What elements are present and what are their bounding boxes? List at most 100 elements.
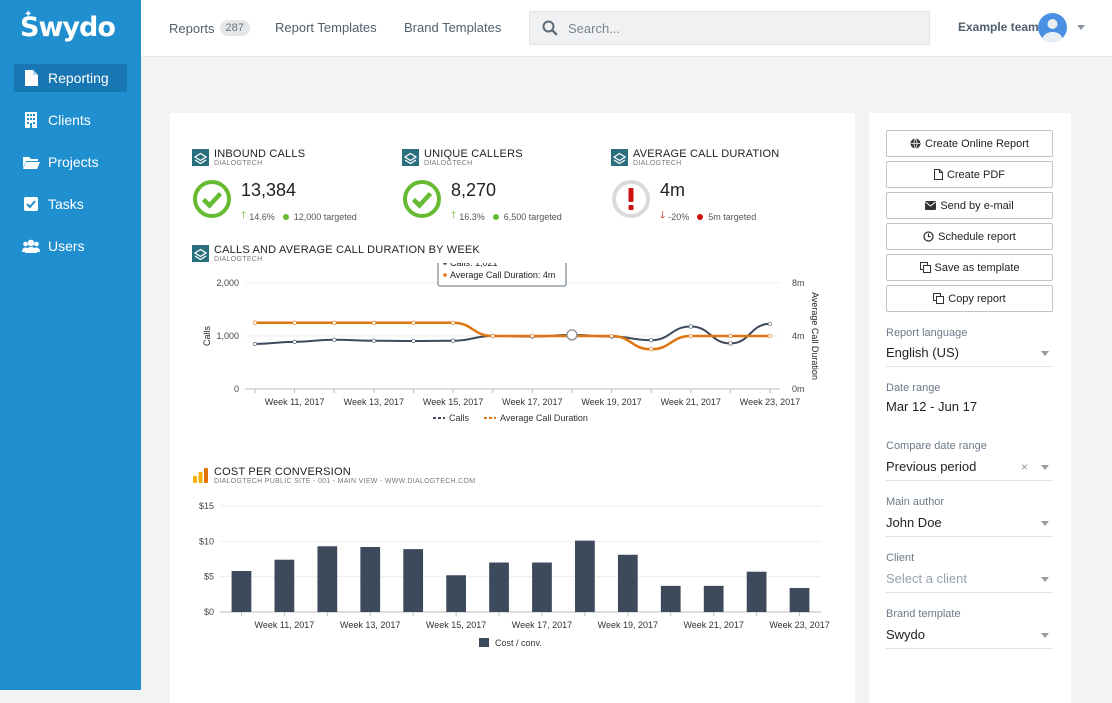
bar [360,546,381,612]
sidebar-item-reporting[interactable]: Reporting [14,64,127,92]
copy-report-button[interactable]: Copy report [886,285,1053,312]
bar [703,585,724,612]
series-point [649,338,654,343]
y-tick-label: $15 [199,501,214,511]
search-box [529,11,930,45]
save-as-template-button[interactable]: Save as template [886,254,1053,281]
check-circle-icon [193,180,231,218]
series-point [292,339,297,344]
metric-title: UNIQUE CALLERS [424,148,523,160]
dialogtech-icon [192,149,209,166]
schedule-report-button[interactable]: Schedule report [886,223,1053,250]
y-tick-label: $5 [204,572,214,582]
bar [789,587,810,612]
compare-range-select[interactable]: Previous period × [886,459,1053,481]
bar [317,546,338,612]
chevron-down-icon [1041,633,1049,638]
line-chart[interactable]: 0 1,000 2,000 0m 4m 8m Calls Average Call Durat… [170,263,855,438]
google-analytics-icon [193,468,208,483]
main-author-select[interactable]: John Doe [886,515,1053,537]
clear-icon[interactable]: × [1020,460,1028,474]
search-input[interactable] [568,20,908,36]
client-placeholder: Select a client [886,571,967,586]
sidebar: ✦ Swydo Reporting Clients Projects Tasks … [0,0,141,690]
arrow-up-icon: 🡑 [451,210,457,221]
tooltip-dot-calls [443,263,447,265]
metric-change: -20% [668,211,690,222]
line-chart-title: CALLS AND AVERAGE CALL DURATION BY WEEK [214,244,480,256]
button-label: Create Online Report [925,137,1029,150]
nav-brand-templates[interactable]: Brand Templates [404,20,502,35]
chevron-down-icon[interactable] [1077,25,1085,30]
metric-change: 16.3% [459,211,485,222]
sidebar-item-users[interactable]: Users [14,232,127,260]
sidebar-item-tasks[interactable]: Tasks [14,190,127,218]
metric-title: AVERAGE CALL DURATION [633,148,780,160]
metric-change-row: 🡓 -20% 5m targeted [660,208,756,225]
series-point [252,320,258,325]
file-icon [14,70,48,86]
check-circle-icon [403,180,441,218]
sidebar-item-label: Projects [48,154,99,170]
send-email-button[interactable]: Send by e-mail [886,192,1053,219]
nav-reports-label: Reports [169,20,215,36]
brand-template-select[interactable]: Swydo [886,627,1053,649]
bar-chart[interactable]: $0 $5 $10 $15 Week 11, 2017 Week 13, 2017 Week… [170,493,855,663]
swydo-logo[interactable]: ✦ Swydo [20,9,116,43]
sidebar-item-projects[interactable]: Projects [14,148,127,176]
logo-text: Swydo [20,12,116,43]
x-tick-label: Week 11, 2017 [255,620,315,630]
metric-value: 13,384 [241,180,297,200]
y2-tick-label: 4m [792,331,805,341]
avatar[interactable] [1038,13,1067,42]
date-range-field[interactable]: Mar 12 - Jun 17 [886,399,978,414]
legend-label-cost: Cost / conv. [495,638,542,648]
metric-value: 4m [660,180,686,200]
series-point [688,333,693,339]
bar-chart-source: DIALOGTECH PUBLIC SITE - 001 - MAIN VIEW… [214,478,476,485]
nav-report-templates[interactable]: Report Templates [275,20,377,35]
tooltip-dot-duration [443,273,447,277]
series-point [332,337,337,342]
sidebar-item-clients[interactable]: Clients [14,106,127,134]
metric-source: DIALOGTECH [424,160,473,167]
create-pdf-button[interactable]: Create PDF [886,161,1053,188]
globe-icon [910,138,921,149]
y2-tick-label: 0m [792,384,805,394]
nav-reports[interactable]: Reports 287 [169,20,250,36]
series-point [688,324,693,329]
dialogtech-icon [192,245,209,262]
date-range-label: Date range [886,382,941,394]
users-icon [14,239,48,253]
target-dot-icon [697,213,704,220]
sidebar-item-label: Clients [48,112,91,128]
series-point [450,320,456,325]
dialogtech-icon [611,149,628,166]
language-select[interactable]: English (US) [886,345,1053,367]
x-tick-label: Week 11, 2017 [265,397,325,407]
legend-label-duration: Average Call Duration [500,413,588,423]
metric-target: 12,000 targeted [293,211,357,222]
chevron-down-icon [1041,465,1049,470]
x-tick-label: Week 23, 2017 [740,397,800,407]
reports-count-badge: 287 [219,20,250,36]
line-chart-source: DIALOGTECH [214,256,263,263]
y2-axis-label: Average Call Duration [810,292,820,380]
pdf-file-icon [933,169,943,180]
envelope-icon [925,201,937,210]
arrow-up-icon: 🡑 [241,210,247,221]
target-dot-icon [282,213,289,220]
tooltip-line-calls: Calls: 1,021 [450,263,498,268]
client-select[interactable]: Select a client [886,571,1053,593]
create-online-report-button[interactable]: Create Online Report [886,130,1053,157]
team-name[interactable]: Example team [958,20,1039,34]
report-canvas: INBOUND CALLS DIALOGTECH 13,384 🡑 14.6% 1… [170,113,855,703]
brand-template-value: Swydo [886,627,926,642]
y2-tick-label: 8m [792,278,805,288]
bar-chart-title: COST PER CONVERSION [214,466,351,478]
series-point [649,347,654,352]
copy-icon [919,262,931,273]
target-dot-icon [492,213,499,220]
search-icon [542,20,558,36]
